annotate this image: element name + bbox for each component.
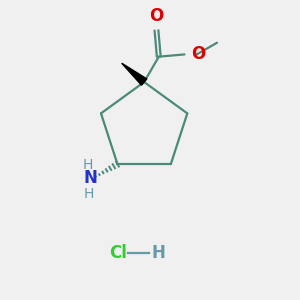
Text: N: N [84,169,98,187]
Text: H: H [84,187,94,201]
Text: O: O [149,7,164,25]
Polygon shape [122,63,147,85]
Text: H: H [152,244,165,262]
Text: Cl: Cl [109,244,127,262]
Text: H: H [82,158,93,172]
Text: O: O [191,45,205,63]
